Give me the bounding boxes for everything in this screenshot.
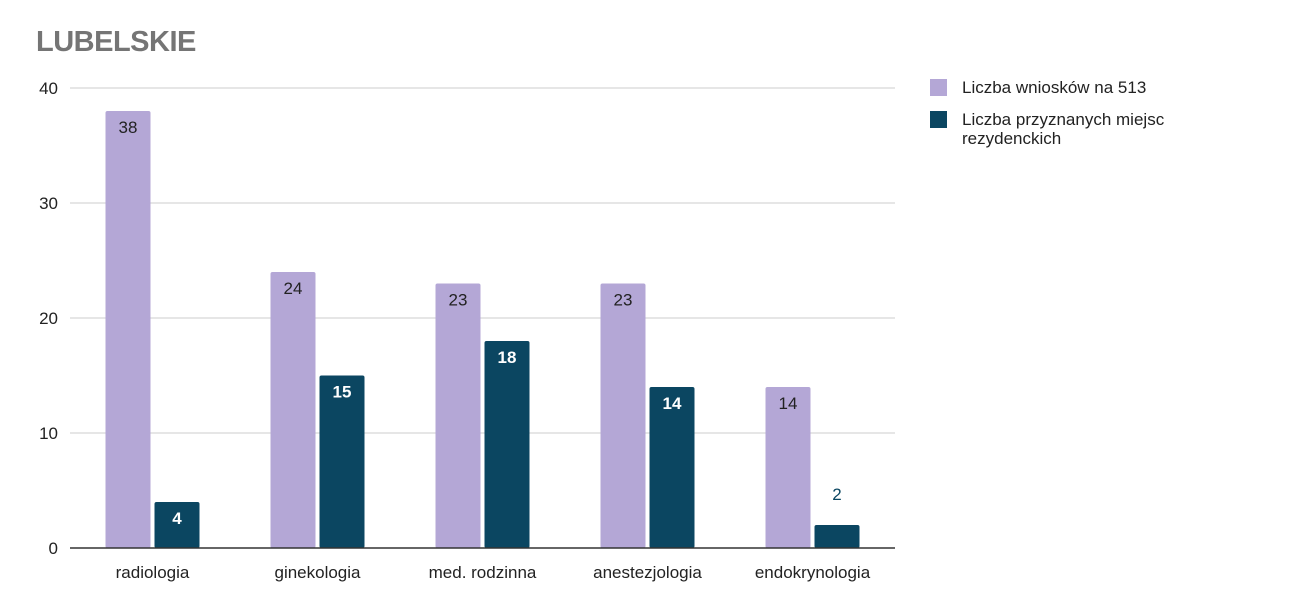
data-label: 14	[779, 394, 798, 413]
x-tick-label: ginekologia	[274, 563, 361, 582]
y-tick-label: 20	[39, 309, 58, 328]
data-label: 24	[284, 279, 303, 298]
legend-label-requests: Liczba wniosków na 513	[962, 78, 1147, 97]
data-label: 38	[119, 118, 138, 137]
bar	[435, 283, 481, 548]
legend-swatch-granted	[930, 111, 947, 128]
data-label: 14	[663, 394, 682, 413]
bar	[600, 283, 646, 548]
x-tick-label: anestezjologia	[593, 563, 702, 582]
data-label: 18	[498, 348, 517, 367]
legend-item-granted: Liczba przyznanych miejsc rezydenckich	[930, 110, 1230, 148]
bar	[105, 111, 151, 548]
data-label: 23	[614, 291, 633, 310]
bar	[319, 375, 365, 548]
data-label: 23	[449, 291, 468, 310]
data-label: 15	[333, 383, 352, 402]
y-tick-label: 40	[39, 79, 58, 98]
x-tick-label: radiologia	[116, 563, 190, 582]
bar	[270, 272, 316, 548]
bar	[814, 525, 860, 548]
y-tick-label: 10	[39, 424, 58, 443]
legend: Liczba wniosków na 513 Liczba przyznanyc…	[930, 78, 1230, 161]
y-tick-label: 0	[49, 539, 58, 558]
legend-swatch-requests	[930, 79, 947, 96]
chart-title: LUBELSKIE	[36, 26, 196, 58]
y-tick-label: 30	[39, 194, 58, 213]
bar	[154, 502, 200, 548]
legend-label-granted: Liczba przyznanych miejsc rezydenckich	[962, 110, 1165, 148]
bar	[649, 387, 695, 548]
x-tick-label: med. rodzinna	[429, 563, 537, 582]
x-tick-label: endokrynologia	[755, 563, 871, 582]
data-label: 2	[832, 485, 841, 504]
bar	[484, 341, 530, 548]
data-label: 4	[172, 509, 182, 528]
bar	[765, 387, 811, 548]
legend-item-requests: Liczba wniosków na 513	[930, 78, 1230, 97]
